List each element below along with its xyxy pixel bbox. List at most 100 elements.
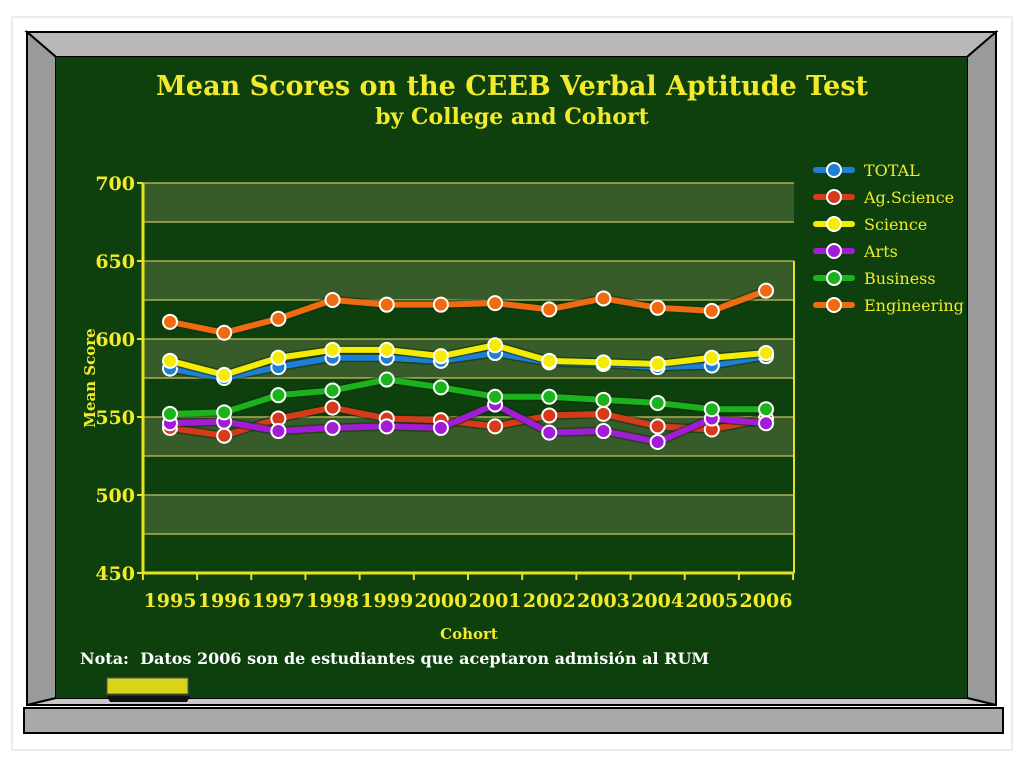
data-point[interactable] xyxy=(270,310,287,327)
legend-item: Arts xyxy=(813,242,898,261)
chart-subtitle: by College and Cohort xyxy=(375,104,649,130)
x-tick-label: 1997 xyxy=(252,590,305,612)
x-tick-label: 1995 xyxy=(144,590,197,612)
x-axis-label: Cohort xyxy=(440,625,498,643)
data-point[interactable] xyxy=(541,301,558,318)
data-point[interactable] xyxy=(324,399,341,416)
data-point[interactable] xyxy=(378,341,395,358)
data-point[interactable] xyxy=(758,282,774,299)
data-point[interactable] xyxy=(541,388,558,405)
eraser-icon[interactable] xyxy=(107,696,190,702)
data-point[interactable] xyxy=(595,405,612,422)
data-point[interactable] xyxy=(270,387,287,404)
x-tick-label: 2005 xyxy=(685,590,738,612)
data-point[interactable] xyxy=(270,423,287,440)
y-tick-label: 600 xyxy=(95,329,135,351)
legend-item: Ag.Science xyxy=(813,188,954,207)
data-point[interactable] xyxy=(324,341,341,358)
data-point[interactable] xyxy=(758,345,774,362)
data-point[interactable] xyxy=(703,302,720,319)
legend-marker xyxy=(826,270,842,286)
plot-area xyxy=(143,182,794,574)
legend-label: Ag.Science xyxy=(863,188,954,207)
series-arts xyxy=(162,396,774,450)
y-axis: 450 500 550 600 650 700 xyxy=(95,173,145,585)
series-line xyxy=(169,404,767,439)
data-point[interactable] xyxy=(541,352,558,369)
data-point[interactable] xyxy=(758,415,774,432)
legend: TOTAL Ag.Science Science Arts Business Engine… xyxy=(813,161,964,315)
legend-item: TOTAL xyxy=(813,161,920,180)
data-point[interactable] xyxy=(649,299,666,316)
data-point[interactable] xyxy=(378,418,395,435)
series-science xyxy=(162,337,774,383)
data-point[interactable] xyxy=(432,379,449,396)
data-point[interactable] xyxy=(649,355,666,372)
footnote: Nota: Datos 2006 son de estudiantes que … xyxy=(80,649,709,668)
series-line xyxy=(169,376,766,417)
data-point[interactable] xyxy=(649,394,666,411)
data-point[interactable] xyxy=(758,401,774,418)
data-point[interactable] xyxy=(432,348,449,365)
data-point[interactable] xyxy=(595,423,612,440)
legend-marker xyxy=(826,243,842,259)
data-point[interactable] xyxy=(703,401,720,418)
series-layer xyxy=(162,282,774,450)
data-point[interactable] xyxy=(270,349,287,366)
x-tick-label: 2003 xyxy=(577,590,630,612)
data-point[interactable] xyxy=(703,349,720,366)
legend-label: TOTAL xyxy=(864,161,920,180)
legend-marker xyxy=(826,216,842,232)
x-tick-label: 1996 xyxy=(198,590,251,612)
data-point[interactable] xyxy=(595,354,612,371)
grid-band xyxy=(143,222,794,261)
y-tick-label: 450 xyxy=(95,563,135,585)
eraser-felt xyxy=(106,677,189,695)
data-point[interactable] xyxy=(595,391,612,408)
data-point[interactable] xyxy=(378,296,395,313)
grid-band xyxy=(143,534,794,573)
legend-item: Engineering xyxy=(813,296,964,315)
x-tick-label: 2002 xyxy=(523,590,576,612)
legend-marker xyxy=(826,189,842,205)
data-point[interactable] xyxy=(487,388,504,405)
y-tick-label: 650 xyxy=(95,251,135,273)
data-point[interactable] xyxy=(216,427,233,444)
data-point[interactable] xyxy=(649,418,666,435)
data-point[interactable] xyxy=(162,313,178,330)
grid-band xyxy=(143,495,794,534)
y-tick-label: 700 xyxy=(95,173,135,195)
legend-label: Business xyxy=(864,269,936,288)
x-tick-label: 2001 xyxy=(469,590,522,612)
data-point[interactable] xyxy=(432,296,449,313)
y-tick-label: 550 xyxy=(95,407,135,429)
data-point[interactable] xyxy=(324,382,341,399)
data-point[interactable] xyxy=(216,324,233,341)
data-point[interactable] xyxy=(541,424,558,441)
series-engineering xyxy=(162,282,774,341)
series-line xyxy=(169,401,767,445)
x-axis: 1995 1996 1997 1998 1999 2000 2001 2002 2003 2004… xyxy=(141,261,795,612)
data-point[interactable] xyxy=(216,404,233,421)
series-business xyxy=(162,371,774,422)
y-axis-label: Mean Score xyxy=(81,328,99,427)
chart-title: Mean Scores on the CEEB Verbal Aptitude … xyxy=(156,71,869,102)
legend-label: Science xyxy=(864,215,927,234)
legend-item: Business xyxy=(813,269,936,288)
data-point[interactable] xyxy=(595,290,612,307)
data-point[interactable] xyxy=(378,371,395,388)
y-tick-label: 500 xyxy=(95,485,135,507)
data-point[interactable] xyxy=(432,419,449,436)
data-point[interactable] xyxy=(324,292,341,308)
data-point[interactable] xyxy=(649,433,666,450)
data-point[interactable] xyxy=(487,337,504,354)
data-point[interactable] xyxy=(324,419,341,436)
data-point[interactable] xyxy=(216,366,233,383)
data-point[interactable] xyxy=(487,418,504,435)
legend-label: Arts xyxy=(863,242,898,261)
data-point[interactable] xyxy=(162,405,178,422)
series-line xyxy=(169,342,767,378)
data-point[interactable] xyxy=(487,295,504,312)
data-point[interactable] xyxy=(541,407,558,424)
data-point[interactable] xyxy=(162,352,178,369)
